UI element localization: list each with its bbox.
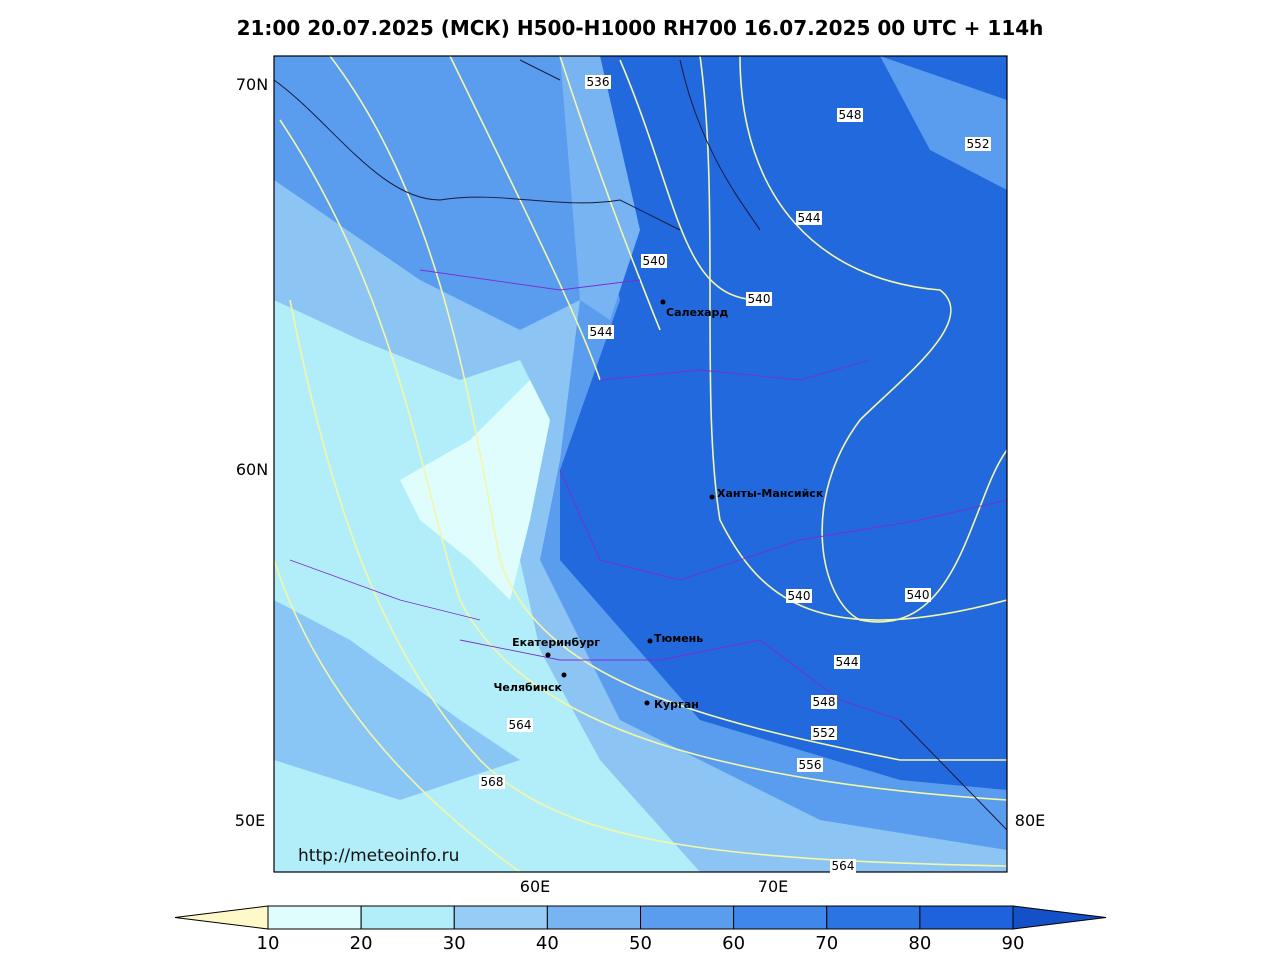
colorbar-tick-label: 20	[350, 933, 373, 954]
contour-label: 536	[587, 75, 610, 89]
colorbar-tick-label: 70	[815, 933, 838, 954]
contour-label: 540	[788, 589, 811, 603]
contour-label: 552	[967, 137, 990, 151]
contour-label: 548	[839, 108, 862, 122]
city-label: Екатеринбург	[512, 636, 600, 649]
contour-label-bg	[797, 758, 823, 772]
contour-label-bg	[746, 292, 772, 306]
lon-label: 80E	[1015, 811, 1045, 830]
contour-label-bg	[811, 726, 837, 740]
map-field	[274, 56, 1007, 872]
contour-label: 548	[813, 695, 836, 709]
city-label: Курган	[654, 698, 699, 711]
contour-label-bg	[507, 718, 533, 732]
city-label: Тюмень	[654, 632, 703, 645]
contour-label-bg	[796, 211, 822, 225]
contour-label-bg	[585, 75, 611, 89]
contour-label: 552	[813, 726, 836, 740]
contour-label: 568	[481, 775, 504, 789]
contour-label-bg	[834, 655, 860, 669]
colorbar-tick-label: 60	[722, 933, 745, 954]
contour-label-bg	[641, 254, 667, 268]
city-dot	[545, 652, 551, 658]
colorbar-box	[919, 905, 1014, 930]
source-url: http://meteoinfo.ru	[298, 846, 459, 866]
lon-label: 60E	[520, 877, 550, 896]
lon-label: 70E	[758, 877, 788, 896]
city-label: Челябинск	[494, 681, 563, 694]
contour-label-bg	[479, 775, 505, 789]
colorbar-box	[267, 905, 362, 930]
contour-label: 544	[798, 211, 821, 225]
contour-label: 556	[799, 758, 822, 772]
contour-label-bg	[837, 108, 863, 122]
title: 21:00 20.07.2025 (МСК) H500-H1000 RH700 …	[237, 16, 1044, 40]
colorbar-box	[546, 905, 641, 930]
city-label: Салехард	[666, 306, 728, 319]
contour-label-bg	[905, 588, 931, 602]
contour-label: 564	[509, 718, 532, 732]
colorbar-tick-label: 50	[629, 933, 652, 954]
colorbar-box	[360, 905, 455, 930]
contour-label-bg	[811, 695, 837, 709]
contour-label: 540	[907, 588, 930, 602]
colorbar-tick-label: 10	[257, 933, 280, 954]
contour-label: 564	[832, 859, 855, 873]
map-frame	[273, 55, 1008, 873]
contour-label: 540	[643, 254, 666, 268]
city-dot	[561, 672, 567, 678]
lat-label: 70N	[236, 75, 268, 94]
colorbar-tick-label: 90	[1002, 933, 1025, 954]
overlay: 70N 60N 50E 60E 70E 80E 536 548 552 544 540 540 544 5…	[235, 75, 1045, 896]
colorbar-tick-label: 30	[443, 933, 466, 954]
city-dot	[660, 299, 666, 305]
colorbar-box	[453, 905, 548, 930]
colorbar-box	[826, 905, 921, 930]
contour-label-bg	[588, 325, 614, 339]
lat-label: 60N	[236, 460, 268, 479]
city-label: Ханты-Мансийск	[717, 487, 824, 500]
colorbar: 10 20 30 40 50 60 70 80 90	[174, 905, 1107, 954]
contour-label-bg	[965, 137, 991, 151]
contour-label-bg	[830, 859, 856, 873]
city-dot	[644, 700, 650, 706]
colorbar-tick-label: 80	[908, 933, 931, 954]
lat-label: 50E	[235, 811, 265, 830]
colorbar-tick-label: 40	[536, 933, 559, 954]
colorbar-extend-high	[1012, 905, 1107, 930]
contour-label: 544	[836, 655, 859, 669]
city-dot	[709, 494, 715, 500]
contour-label-bg	[786, 589, 812, 603]
colorbar-extend-low	[174, 905, 269, 930]
colorbar-box	[640, 905, 735, 930]
contour-label: 540	[748, 292, 771, 306]
contour-label: 544	[590, 325, 613, 339]
city-dot	[647, 638, 653, 644]
colorbar-box	[733, 905, 828, 930]
